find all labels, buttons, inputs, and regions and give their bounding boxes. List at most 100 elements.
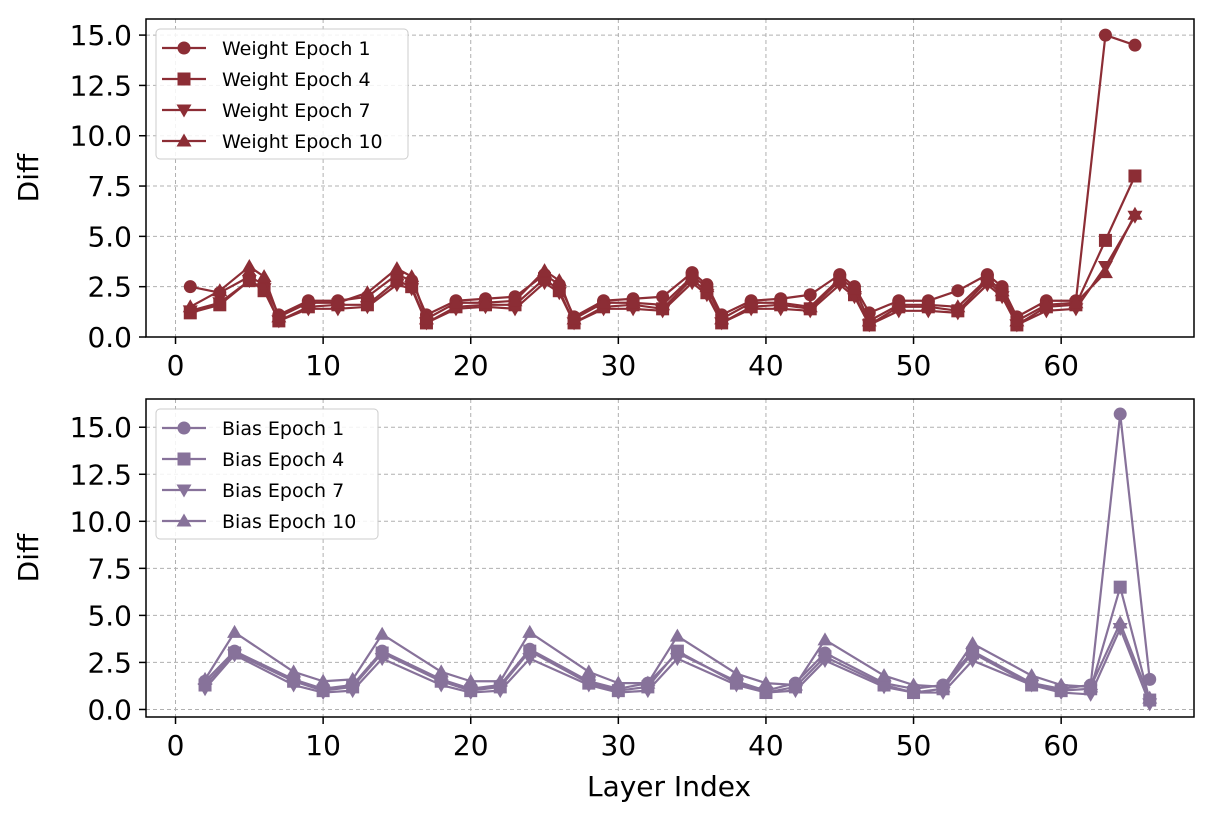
data-point (389, 261, 405, 275)
data-point (847, 281, 863, 295)
data-point (891, 297, 907, 311)
data-point (212, 283, 228, 297)
data-point (979, 271, 995, 285)
data-point (359, 301, 375, 315)
weight-diff-panel: 0 10 20 30 40 50 60 0.0 2.5 5.0 7.5 10.0 12.5 15.0 Dif… (12, 18, 1195, 382)
data-point (1024, 679, 1040, 693)
data-point (286, 664, 302, 678)
data-point (743, 295, 759, 309)
legend-label: Weight Epoch 7 (222, 100, 371, 122)
y-tick-label: 5.0 (87, 220, 132, 253)
data-point (920, 297, 936, 311)
legend-marker (176, 484, 192, 498)
legend-label: Weight Epoch 4 (222, 69, 371, 91)
data-point (1083, 679, 1099, 693)
data-point (256, 269, 272, 283)
data-point (669, 653, 685, 667)
data-point (448, 295, 464, 309)
data-point (345, 685, 361, 699)
data-point (1024, 668, 1040, 682)
data-point (669, 628, 685, 642)
x-tick-label: 50 (896, 349, 932, 382)
x-tick-label: 0 (167, 349, 185, 382)
legend-box (155, 408, 379, 540)
x-axis-label: Layer Index (587, 770, 751, 803)
legend-entry: Bias Epoch 10 (162, 511, 356, 533)
data-point (610, 687, 626, 701)
data-point (212, 297, 228, 311)
legend-entry: Bias Epoch 1 (162, 418, 344, 440)
data-point (950, 299, 966, 313)
data-point (1053, 677, 1069, 691)
data-point (286, 679, 302, 693)
data-point (1038, 297, 1054, 311)
data-point (389, 279, 405, 293)
y-tick-label: 0.0 (87, 321, 132, 354)
x-tick-label: 10 (305, 349, 341, 382)
legend-label: Weight Epoch 10 (222, 131, 383, 153)
data-point (330, 295, 346, 309)
data-point (315, 687, 331, 701)
data-point (699, 279, 715, 293)
legend: Weight Epoch 1 Weight Epoch 4 Weight Epoch… (155, 28, 409, 160)
x-tick-label: 0 (167, 729, 185, 762)
legend-marker (176, 104, 192, 118)
legend-marker (176, 133, 192, 147)
x-tick-label: 40 (748, 729, 784, 762)
data-point (861, 313, 877, 327)
x-tick-label: 50 (896, 729, 932, 762)
data-point (817, 655, 833, 669)
data-point (1128, 38, 1142, 52)
data-point (965, 636, 981, 650)
x-tick-label: 60 (1043, 349, 1079, 382)
data-point (1127, 206, 1143, 220)
data-point (906, 677, 922, 691)
y-tick-label: 10.0 (70, 120, 132, 153)
data-point (803, 288, 817, 302)
x-tick-label: 40 (748, 349, 784, 382)
y-tick-label: 0.0 (87, 693, 132, 726)
data-point (935, 679, 951, 693)
data-point (1142, 690, 1158, 704)
x-tick-label: 10 (305, 729, 341, 762)
data-point (951, 284, 965, 298)
data-point (537, 263, 553, 277)
data-point (714, 311, 730, 325)
data-point (1098, 233, 1112, 247)
data-point (684, 269, 700, 283)
data-point (994, 283, 1010, 297)
x-tick-label: 20 (453, 349, 489, 382)
data-point (610, 675, 626, 689)
data-point (876, 668, 892, 682)
legend-label: Bias Epoch 4 (222, 449, 344, 471)
data-point (537, 277, 553, 291)
data-point (655, 297, 671, 311)
data-point (227, 624, 243, 638)
legend-entry: Weight Epoch 10 (162, 131, 383, 153)
legend-box (155, 28, 409, 160)
data-point (787, 677, 803, 691)
y-tick-label: 15.0 (70, 19, 132, 52)
y-tick-label: 7.5 (87, 552, 132, 585)
data-point (551, 273, 567, 287)
x-tick-label: 20 (453, 729, 489, 762)
plot-frame (145, 18, 1195, 338)
data-point (728, 679, 744, 693)
data-point (1068, 295, 1084, 309)
y-axis-label: Diff (12, 153, 45, 202)
data-point (492, 673, 508, 687)
data-point (581, 664, 597, 678)
data-point (418, 311, 434, 325)
data-point (433, 664, 449, 678)
data-point (359, 285, 375, 299)
data-point (965, 655, 981, 669)
data-point (492, 685, 508, 699)
data-point (433, 679, 449, 693)
data-point (522, 653, 538, 667)
y-tick-label: 15.0 (70, 411, 132, 444)
data-point (1113, 407, 1127, 421)
data-point (581, 679, 597, 693)
data-point (197, 683, 213, 697)
plot-frame (145, 398, 1195, 718)
